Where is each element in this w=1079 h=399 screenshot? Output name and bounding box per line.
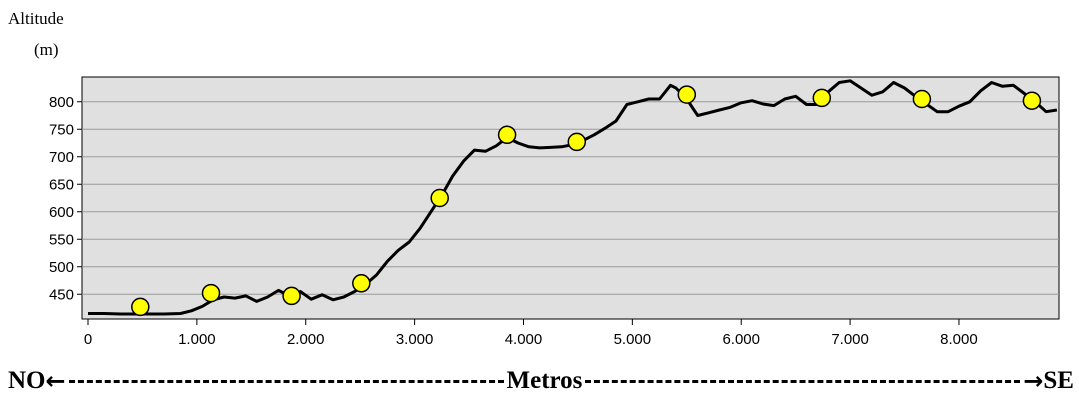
y-tick-label: 750 xyxy=(49,121,74,138)
y-tick-label: 600 xyxy=(49,204,74,221)
x-tick-label: 2.000 xyxy=(287,331,325,348)
x-axis-direction-label: NO ← Metros → SE xyxy=(8,366,1074,396)
dashed-line-left xyxy=(68,379,504,383)
waypoint-marker xyxy=(352,274,371,293)
dashed-line-right xyxy=(585,379,1021,383)
waypoint-marker xyxy=(812,88,832,108)
x-tick-label: 7.000 xyxy=(831,331,869,348)
arrow-left-icon: ← xyxy=(45,367,66,395)
waypoint-marker xyxy=(430,188,449,208)
x-tick-label: 5.000 xyxy=(614,331,652,348)
y-tick-label: 500 xyxy=(49,259,74,276)
x-axis-label: Metros xyxy=(506,367,583,394)
direction-southeast: SE xyxy=(1043,367,1074,394)
y-tick-label: 450 xyxy=(49,286,74,303)
direction-northwest: NO xyxy=(8,367,46,394)
waypoint-marker xyxy=(201,283,221,303)
x-tick-label: 3.000 xyxy=(396,331,434,348)
plot-area xyxy=(81,76,1060,320)
waypoint-marker xyxy=(131,297,150,317)
waypoint-marker xyxy=(677,85,697,104)
x-tick-label: 0 xyxy=(84,331,92,348)
altitude-profile-chart: Altitude (m) 450 500 550 600 650 700 750 800 0 1… xyxy=(8,9,1060,348)
waypoint-marker xyxy=(567,132,587,152)
x-tick-label: 6.000 xyxy=(722,331,760,348)
y-tick-label: 700 xyxy=(49,149,74,166)
x-ticks: 0 1.000 2.000 3.000 4.000 5.000 6.000 7.000 8.00… xyxy=(84,319,978,348)
x-tick-label: 1.000 xyxy=(178,331,216,348)
waypoint-marker xyxy=(912,89,932,109)
y-tick-label: 550 xyxy=(49,231,74,248)
y-ticks: 450 500 550 600 650 700 750 800 xyxy=(49,94,82,303)
waypoint-marker xyxy=(282,286,301,306)
waypoint-markers xyxy=(131,85,1042,317)
waypoint-marker xyxy=(1022,91,1042,110)
grid-lines xyxy=(82,101,1059,295)
x-tick-label: 4.000 xyxy=(505,331,543,348)
y-axis-label-line1: Altitude xyxy=(8,9,64,28)
waypoint-marker xyxy=(497,125,517,145)
y-axis-label-line2: (m) xyxy=(34,40,59,59)
arrow-right-icon: → xyxy=(1023,367,1044,395)
y-tick-label: 800 xyxy=(49,94,74,111)
x-tick-label: 8.000 xyxy=(940,331,978,348)
y-tick-label: 650 xyxy=(49,176,74,193)
